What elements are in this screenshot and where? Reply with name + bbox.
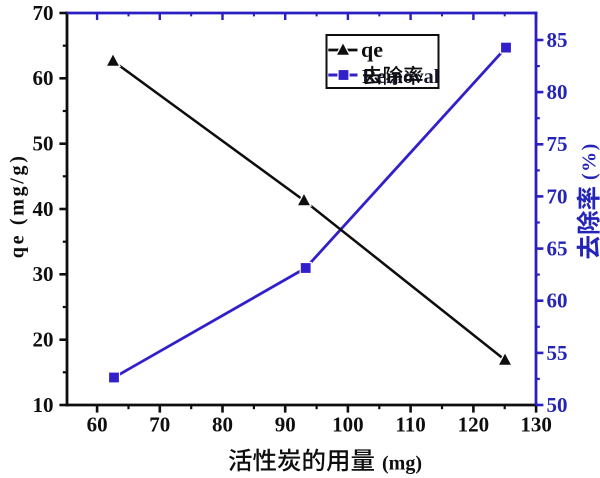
- svg-text:30: 30: [33, 262, 54, 286]
- svg-text:(%): (%): [578, 142, 600, 180]
- svg-text:80: 80: [547, 80, 568, 104]
- svg-text:20: 20: [33, 328, 54, 352]
- svg-text:50: 50: [33, 132, 54, 156]
- svg-text:60: 60: [87, 413, 108, 437]
- svg-text:10: 10: [33, 393, 54, 417]
- svg-text:70: 70: [33, 1, 54, 25]
- svg-text:110: 110: [395, 413, 425, 437]
- svg-text:80: 80: [212, 413, 233, 437]
- svg-text:65: 65: [547, 237, 568, 261]
- svg-text:qe (mg/g): qe (mg/g): [7, 153, 29, 258]
- svg-text:100: 100: [332, 413, 364, 437]
- svg-text:qe: qe: [361, 37, 383, 62]
- svg-text:70: 70: [149, 413, 170, 437]
- svg-text:75: 75: [547, 132, 568, 156]
- svg-text:130: 130: [520, 413, 552, 437]
- svg-text:85: 85: [547, 28, 568, 52]
- svg-text:120: 120: [458, 413, 490, 437]
- svg-text:(mg): (mg): [382, 452, 422, 474]
- svg-text:60: 60: [547, 289, 568, 313]
- svg-text:55: 55: [547, 341, 568, 365]
- svg-text:90: 90: [275, 413, 296, 437]
- svg-text:60: 60: [33, 66, 54, 90]
- svg-text:70: 70: [547, 184, 568, 208]
- svg-text:50: 50: [547, 393, 568, 417]
- svg-text:40: 40: [33, 197, 54, 221]
